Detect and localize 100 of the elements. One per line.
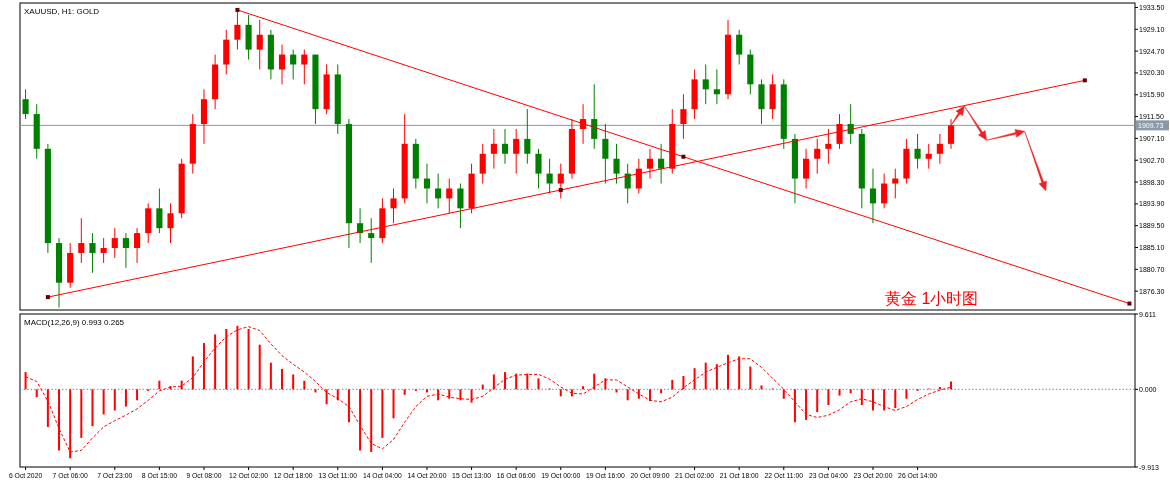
- candlestick: [869, 168, 877, 224]
- bar: [715, 364, 718, 390]
- candlestick: [892, 168, 899, 199]
- candlestick: [557, 163, 564, 199]
- bar: [102, 389, 105, 415]
- bar: [325, 389, 328, 405]
- candlestick: [278, 44, 286, 85]
- candlestick: [100, 237, 107, 264]
- bar: [626, 389, 629, 401]
- candlestick: [947, 118, 955, 150]
- candlestick: [803, 148, 810, 189]
- bar: [816, 389, 819, 413]
- bar: [136, 389, 139, 401]
- bar: [113, 389, 116, 411]
- candlestick: [134, 227, 141, 264]
- candlestick: [111, 227, 118, 259]
- bar: [158, 380, 161, 390]
- candlestick: [490, 128, 497, 170]
- candlestick: [702, 64, 709, 105]
- point: [558, 187, 563, 192]
- candlestick: [736, 29, 743, 65]
- candlestick: [936, 133, 943, 165]
- bar: [526, 373, 529, 390]
- bar: [392, 389, 395, 419]
- bar: [35, 389, 38, 398]
- candlestick: [446, 178, 453, 214]
- bar: [403, 389, 406, 395]
- bar: [693, 368, 696, 390]
- bar: [604, 378, 607, 390]
- bar: [582, 386, 585, 390]
- bar: [202, 343, 205, 390]
- candlestick: [825, 128, 832, 165]
- bar: [214, 334, 217, 390]
- bar: [180, 380, 183, 390]
- bar: [637, 389, 640, 399]
- point: [45, 295, 50, 300]
- bar: [827, 389, 830, 405]
- bar: [615, 389, 618, 393]
- bar: [738, 356, 741, 390]
- bar: [682, 376, 685, 390]
- bar: [347, 389, 350, 423]
- bar: [292, 374, 295, 390]
- bar: [281, 368, 284, 390]
- bar: [760, 385, 763, 390]
- bar: [838, 389, 841, 396]
- bar: [46, 389, 49, 427]
- bar: [860, 389, 863, 405]
- bar: [883, 389, 886, 411]
- candlestick: [881, 173, 888, 209]
- candlestick: [925, 143, 932, 170]
- bar: [470, 389, 473, 403]
- bar: [91, 389, 94, 427]
- bar: [749, 366, 752, 390]
- candlestick: [167, 202, 174, 244]
- bar: [448, 389, 451, 399]
- candlestick: [602, 123, 609, 185]
- bar: [504, 372, 507, 390]
- candlestick: [524, 108, 531, 165]
- bar: [459, 389, 462, 401]
- bar: [303, 380, 306, 390]
- candlestick: [814, 138, 821, 175]
- candlestick: [479, 143, 486, 185]
- candlestick: [122, 232, 129, 269]
- bar: [905, 389, 908, 399]
- candlestick: [513, 128, 520, 175]
- bar: [671, 379, 674, 390]
- candlestick: [390, 187, 397, 224]
- candlestick: [501, 128, 509, 165]
- text: MACD(12,26,9) 0.993 0.265: [24, 318, 125, 327]
- bar: [515, 373, 518, 390]
- point: [1082, 78, 1087, 83]
- candlestick: [78, 217, 85, 264]
- candlestick: [535, 148, 542, 189]
- point: [1127, 301, 1132, 306]
- bar: [269, 362, 272, 390]
- candlestick: [546, 158, 553, 194]
- candlestick: [646, 148, 654, 180]
- bar: [727, 354, 730, 390]
- candlestick: [613, 143, 620, 185]
- candlestick: [658, 143, 665, 185]
- candlestick: [713, 68, 720, 105]
- bar: [425, 389, 428, 393]
- candlestick: [435, 173, 442, 209]
- bar: [704, 362, 707, 390]
- bar: [559, 389, 562, 397]
- point: [235, 7, 240, 12]
- candlestick: [89, 232, 96, 274]
- bar: [849, 389, 852, 394]
- bar: [314, 389, 317, 393]
- candlestick: [22, 88, 29, 120]
- bar: [805, 389, 808, 420]
- bar: [537, 378, 540, 390]
- candlestick: [680, 93, 687, 140]
- text: XAUUSD, H1: GOLD: [24, 7, 100, 16]
- candlestick: [256, 19, 263, 70]
- candlestick: [836, 113, 843, 150]
- bar: [793, 389, 796, 423]
- bar: [782, 389, 785, 399]
- bar: [660, 389, 663, 394]
- candlestick: [591, 83, 598, 150]
